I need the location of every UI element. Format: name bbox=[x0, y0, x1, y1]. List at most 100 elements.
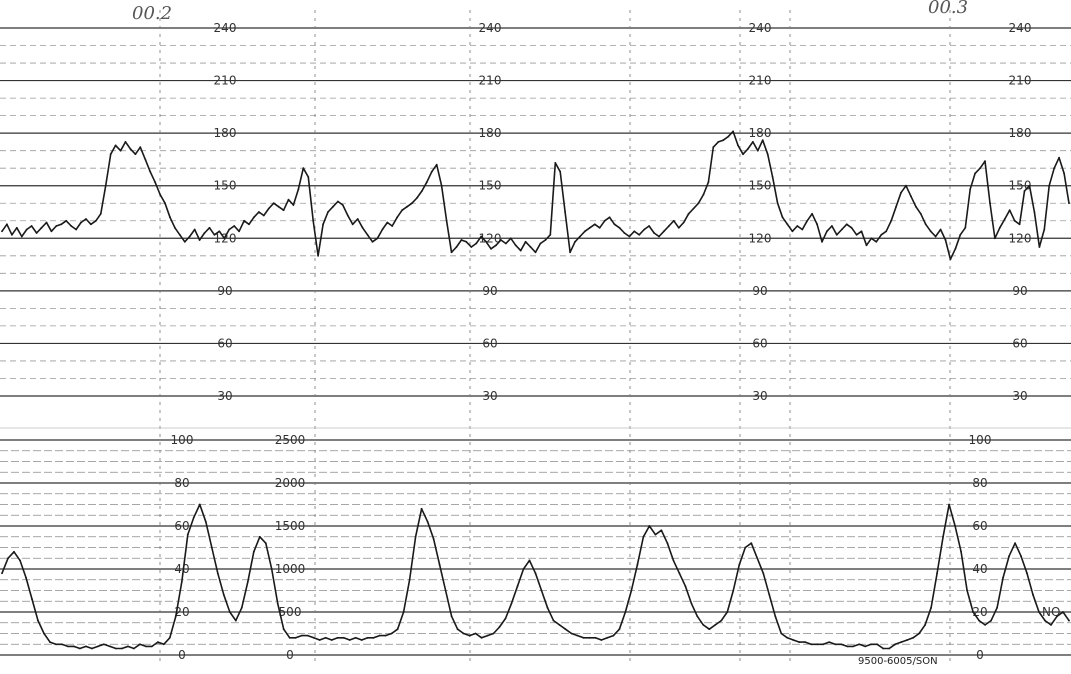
toco-point bbox=[366, 636, 369, 639]
toco-point bbox=[115, 647, 117, 650]
fhr-point bbox=[144, 158, 147, 161]
fhr-point bbox=[470, 246, 473, 248]
fhr-point bbox=[104, 184, 107, 187]
fhr-point bbox=[905, 184, 907, 187]
toco-tick-label: 60 bbox=[174, 519, 189, 533]
toco-point bbox=[774, 615, 777, 618]
toco-point bbox=[330, 639, 333, 641]
toco-tick-label: 80 bbox=[174, 476, 189, 490]
fhr-point bbox=[455, 246, 458, 248]
fhr-point bbox=[421, 190, 423, 192]
toco-point bbox=[780, 632, 783, 635]
toco-point bbox=[432, 538, 435, 540]
fhr-tick-label: 60 bbox=[482, 336, 497, 350]
fhr-point bbox=[574, 240, 576, 243]
fhr-point bbox=[919, 212, 922, 215]
fhr-point bbox=[213, 233, 216, 236]
fhr-point bbox=[707, 181, 710, 184]
fhr-point bbox=[95, 219, 97, 222]
fhr-point bbox=[1053, 167, 1056, 170]
fhr-point bbox=[243, 219, 246, 222]
toco-point bbox=[696, 615, 699, 618]
toco-point bbox=[732, 589, 735, 592]
fhr-point bbox=[183, 240, 186, 243]
toco-secondary-tick-label: 2000 bbox=[275, 476, 306, 490]
toco-point bbox=[882, 647, 885, 650]
fhr-point bbox=[514, 244, 517, 247]
fhr-point bbox=[114, 144, 117, 147]
toco-point bbox=[1050, 624, 1052, 626]
toco-point bbox=[145, 645, 147, 648]
fhr-point bbox=[371, 240, 374, 243]
fhr-point bbox=[727, 135, 730, 138]
fhr-point bbox=[534, 251, 537, 254]
toco-point bbox=[270, 568, 273, 570]
fhr-point bbox=[509, 237, 512, 240]
fhr-point bbox=[672, 219, 675, 222]
toco-point bbox=[252, 550, 255, 553]
toco-point bbox=[204, 520, 207, 523]
fhr-point bbox=[282, 209, 285, 212]
fhr-point bbox=[737, 144, 739, 147]
gridlines bbox=[0, 10, 1071, 664]
toco-point bbox=[684, 585, 687, 588]
toco-point bbox=[876, 643, 879, 646]
fhr-point bbox=[1058, 156, 1060, 159]
fhr-point bbox=[771, 176, 774, 178]
fhr-point bbox=[287, 198, 290, 201]
fhr-point bbox=[233, 225, 236, 227]
fhr-point bbox=[45, 221, 48, 224]
fhr-point bbox=[643, 228, 646, 231]
fhr-tick-label: 90 bbox=[482, 284, 497, 298]
toco-point bbox=[510, 602, 513, 605]
fhr-point bbox=[702, 193, 705, 196]
fhr-point bbox=[1023, 190, 1026, 192]
toco-point bbox=[858, 643, 861, 646]
toco-point bbox=[534, 572, 537, 575]
toco-point bbox=[894, 643, 897, 646]
toco-point bbox=[1038, 611, 1040, 613]
toco-point bbox=[402, 611, 405, 613]
toco-point bbox=[954, 525, 956, 527]
fhr-point bbox=[1028, 184, 1031, 187]
fhr-point bbox=[425, 181, 428, 184]
toco-point bbox=[672, 559, 675, 562]
toco-point bbox=[55, 643, 57, 646]
toco-point bbox=[924, 624, 926, 626]
fhr-point bbox=[885, 230, 888, 233]
fhr-point bbox=[272, 202, 275, 205]
toco-point bbox=[456, 628, 459, 631]
fhr-point bbox=[584, 230, 586, 233]
fhr-point bbox=[30, 225, 33, 227]
fhr-point bbox=[460, 239, 463, 241]
toco-point bbox=[258, 535, 261, 538]
fhr-point bbox=[949, 258, 952, 261]
fhr-point bbox=[25, 228, 28, 231]
fhr-point bbox=[742, 153, 744, 156]
toco-point bbox=[91, 647, 93, 650]
toco-point bbox=[762, 572, 765, 575]
toco-point bbox=[840, 643, 843, 646]
toco-point bbox=[624, 611, 627, 613]
fhr-point bbox=[188, 235, 191, 238]
toco-point bbox=[276, 602, 279, 605]
fhr-point bbox=[327, 211, 329, 213]
fhr-point bbox=[900, 191, 902, 194]
fhr-point bbox=[35, 232, 38, 234]
fhr-point bbox=[302, 167, 305, 170]
fhr-point bbox=[332, 205, 334, 208]
fhr-point bbox=[109, 153, 112, 156]
fhr-point bbox=[870, 237, 873, 240]
fhr-point bbox=[658, 235, 660, 238]
toco-point bbox=[390, 632, 393, 635]
fhr-point bbox=[766, 153, 769, 156]
fhr-point bbox=[292, 204, 295, 206]
fhr-point bbox=[119, 149, 122, 152]
toco-point bbox=[336, 636, 339, 639]
fhr-point bbox=[732, 130, 734, 133]
fhr-point bbox=[465, 240, 468, 243]
toco-tick-label: 40 bbox=[174, 562, 189, 576]
fhr-point bbox=[381, 228, 384, 231]
toco-point bbox=[1032, 593, 1034, 596]
annotation-1: 00.2 bbox=[132, 3, 172, 24]
